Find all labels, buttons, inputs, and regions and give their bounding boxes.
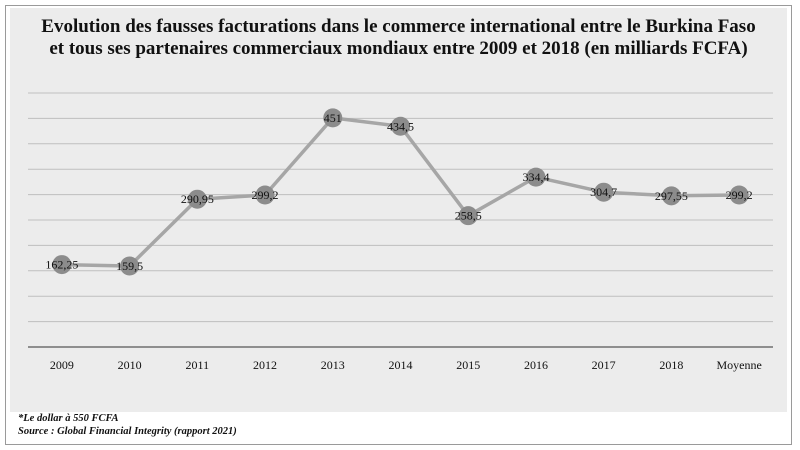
plot-panel: Evolution des fausses facturations dans …	[10, 8, 787, 412]
data-point	[120, 256, 140, 276]
chart-frame: Evolution des fausses facturations dans …	[5, 5, 792, 445]
footnote-currency: *Le dollar à 550 FCFA	[18, 413, 119, 424]
chart-title: Evolution des fausses facturations dans …	[10, 16, 787, 60]
data-point	[458, 206, 478, 226]
data-label: 304,7	[590, 185, 617, 199]
data-point	[391, 116, 410, 136]
x-tick-label: 2018	[659, 358, 683, 372]
data-point	[526, 167, 546, 187]
x-tick-label: 2014	[389, 358, 413, 372]
data-label: 299,2	[252, 188, 279, 202]
data-point	[594, 182, 614, 202]
data-point	[323, 108, 343, 128]
data-label: 297,55	[655, 189, 688, 203]
x-tick-label: 2012	[253, 358, 277, 372]
data-point	[661, 186, 681, 206]
x-tick-label: 2010	[118, 358, 142, 372]
data-label: 299,2	[726, 188, 753, 202]
line-chart: 162,25 2009 159,5 2010 290,95 2011 299,2 2012 45…	[28, 92, 773, 372]
data-point	[187, 189, 207, 209]
x-tick-label: 2015	[456, 358, 480, 372]
footnote-source: Source : Global Financial Integrity (rap…	[18, 426, 237, 437]
data-label: 434,5	[387, 119, 414, 133]
x-tick-label: 2011	[186, 358, 210, 372]
chart-title-line-2: et tous ses partenaires commerciaux mond…	[49, 38, 748, 59]
data-point	[255, 185, 275, 205]
x-tick-label: 2017	[592, 358, 616, 372]
data-point	[729, 185, 749, 205]
data-label: 334,4	[522, 170, 549, 184]
chart-title-line-1: Evolution des fausses facturations dans …	[41, 16, 756, 37]
x-tick-label: 2009	[50, 358, 74, 372]
data-point	[52, 255, 72, 275]
data-label: 258,5	[455, 209, 482, 223]
data-label: 162,25	[45, 258, 78, 272]
x-tick-label: Moyenne	[716, 358, 761, 372]
x-tick-label: 2016	[524, 358, 548, 372]
data-label: 159,5	[116, 259, 143, 273]
series-line	[61, 116, 740, 268]
x-tick-label: 2013	[321, 358, 345, 372]
data-label: 451	[324, 111, 342, 125]
footnotes: *Le dollar à 550 FCFA Source : Global Fi…	[18, 412, 237, 438]
data-label: 290,95	[181, 192, 214, 206]
